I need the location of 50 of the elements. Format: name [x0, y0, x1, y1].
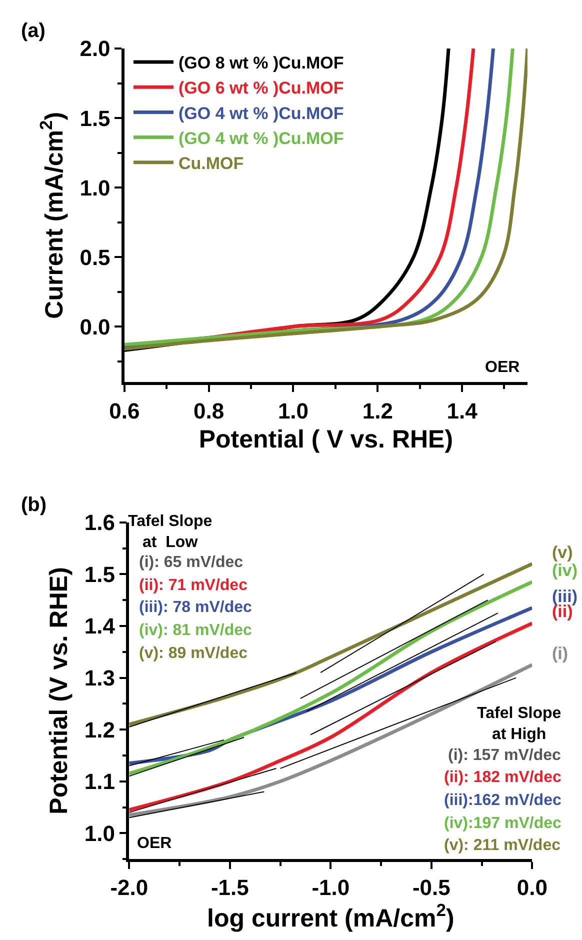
- annotation: (ii): 182 mV/dec: [444, 769, 562, 786]
- y-axis-title: Potential (V vs. RHE): [45, 567, 74, 814]
- x-axis-title: Potential ( V vs. RHE): [198, 425, 454, 454]
- x-axis-title: log current (mA/cm$^{2}$): [207, 900, 454, 933]
- x-tick-label: 0.8: [194, 398, 224, 424]
- y-tick-label: 1.1: [84, 769, 116, 794]
- series-label: (v): [552, 543, 573, 562]
- x-tick-label: -2.0: [110, 875, 148, 900]
- x-tick-label: 0.0: [516, 875, 548, 900]
- legend-label: (GO 4 wt % )Cu.MOF: [178, 128, 344, 148]
- annotation: OER: [137, 835, 172, 852]
- y-tick-label: 1.5: [80, 106, 110, 131]
- y-tick-label: 1.4: [84, 614, 116, 639]
- x-tick-label: -1.0: [312, 875, 350, 900]
- text: (b): [21, 494, 47, 516]
- text: (a): [21, 20, 46, 42]
- annotation: (ii): 71 mV/dec: [139, 577, 248, 594]
- legend-label: (GO 8 wt % )Cu.MOF: [178, 54, 344, 73]
- x-tick-label: -1.5: [210, 875, 249, 900]
- y-tick-label: 1.0: [80, 175, 110, 200]
- y-tick-label: 1.0: [84, 820, 116, 846]
- annotation: (i): 65 mV/dec: [139, 554, 244, 571]
- series-label: (i): [552, 644, 568, 663]
- annotation: (iii):162 mV/dec: [444, 792, 562, 809]
- y-tick-label: 1.3: [84, 665, 116, 690]
- y-tick-label: 1.5: [84, 562, 116, 587]
- x-tick-label: 1.0: [278, 398, 309, 424]
- y-tick-label: 1.6: [84, 510, 116, 536]
- x-tick-label: 1.4: [446, 398, 478, 424]
- annotation: (v): 211 mV/dec: [444, 837, 561, 854]
- x-tick-label: 1.2: [362, 398, 393, 424]
- legend-label: (GO 6 wt % )Cu.MOF: [178, 78, 344, 98]
- x-tick-label: -0.5: [412, 875, 450, 900]
- annotation: (iv):197 mV/dec: [444, 815, 562, 832]
- annotation: (iv): 81 mV/dec: [139, 622, 252, 639]
- y-tick-label: 0.0: [80, 314, 110, 340]
- y-tick-label: 2.0: [80, 36, 110, 62]
- annotation: (v): 89 mV/dec: [139, 645, 248, 662]
- legend-label: Cu.MOF: [178, 154, 244, 174]
- x-tick-label: 0.6: [109, 398, 140, 424]
- annotation: OER: [485, 359, 520, 376]
- y-tick-label: 1.2: [84, 717, 116, 742]
- series-label: (iv): [552, 561, 578, 580]
- annotation: (i): 157 mV/dec: [448, 747, 562, 764]
- series-label: (iii): [552, 587, 578, 606]
- annotation: (iii): 78 mV/dec: [139, 599, 252, 616]
- annotation: Tafel Slope at High: [477, 705, 562, 743]
- legend-label: (GO 4 wt % )Cu.MOF: [178, 104, 344, 123]
- annotation: Tafel Slope at Low: [128, 513, 212, 551]
- y-tick-label: 0.5: [80, 244, 110, 270]
